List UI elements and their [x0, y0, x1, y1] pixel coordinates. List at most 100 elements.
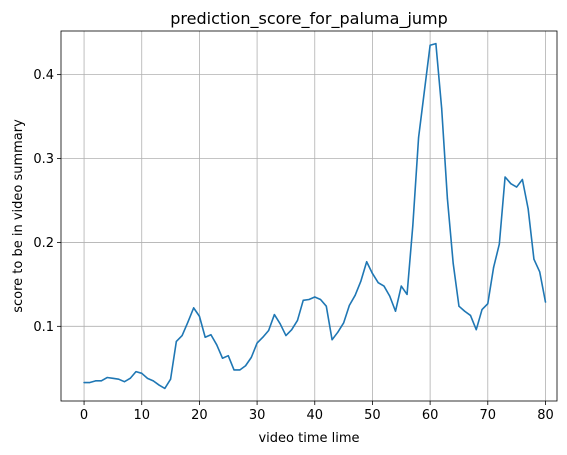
data-point — [100, 380, 102, 382]
data-point — [227, 355, 229, 357]
grid — [61, 31, 557, 401]
data-point — [325, 305, 327, 307]
data-point — [475, 329, 477, 331]
x-tick-label: 20 — [191, 408, 208, 423]
data-point — [95, 380, 97, 382]
data-point — [429, 44, 431, 46]
data-point — [469, 314, 472, 317]
y-tick-label: 0.4 — [33, 68, 54, 83]
y-axis-ticks: 0.1 0.2 0.3 0.4 — [33, 68, 61, 335]
data-point — [544, 301, 547, 303]
data-point — [354, 294, 356, 296]
y-tick-label: 0.3 — [33, 152, 54, 167]
data-point — [83, 381, 85, 384]
data-point — [446, 198, 449, 200]
data-point — [423, 90, 425, 93]
x-tick-label: 50 — [364, 408, 381, 423]
data-point — [435, 42, 437, 45]
data-point — [452, 262, 454, 264]
data-point — [337, 331, 339, 333]
data-point — [516, 186, 518, 188]
data-point — [204, 336, 206, 338]
data-point — [412, 225, 414, 227]
x-tick-label: 70 — [480, 408, 497, 423]
data-point — [279, 323, 281, 325]
data-point — [394, 310, 397, 312]
data-point — [302, 299, 304, 301]
data-point — [510, 183, 512, 185]
x-axis-label: video time lime — [258, 431, 359, 446]
data-point — [123, 381, 126, 383]
data-point — [146, 377, 149, 379]
data-point — [389, 295, 391, 297]
data-point — [464, 310, 466, 312]
data-point — [383, 285, 385, 287]
data-point — [331, 339, 333, 341]
data-point — [262, 336, 264, 338]
data-point — [366, 261, 368, 263]
y-axis-label: score to be in video summary — [11, 119, 26, 313]
data-point — [198, 315, 201, 317]
data-point — [527, 208, 529, 210]
data-point — [498, 243, 500, 245]
data-point — [181, 334, 183, 337]
data-point — [129, 377, 131, 379]
data-point — [244, 365, 247, 367]
data-point — [343, 322, 345, 324]
y-tick-label: 0.1 — [33, 320, 54, 335]
data-point — [175, 340, 177, 343]
x-tick-label: 10 — [133, 408, 150, 423]
data-point — [169, 378, 172, 380]
x-tick-label: 40 — [306, 408, 323, 423]
data-point — [273, 313, 275, 316]
data-point — [487, 303, 489, 305]
x-tick-label: 30 — [249, 408, 266, 423]
data-point — [308, 298, 310, 301]
data-point — [492, 267, 495, 269]
x-tick-label: 80 — [537, 408, 554, 423]
data-point — [296, 319, 299, 322]
data-point — [89, 381, 91, 384]
data-point — [406, 293, 408, 296]
data-point — [239, 369, 241, 371]
data-point — [441, 107, 443, 109]
data-point — [193, 307, 195, 309]
data-point — [135, 371, 137, 373]
data-point — [221, 357, 224, 359]
data-point — [533, 258, 535, 260]
data-point — [187, 321, 189, 323]
data-point — [141, 372, 143, 374]
data-point — [504, 176, 506, 178]
data-point — [458, 305, 460, 307]
data-point — [112, 377, 114, 379]
x-tick-label: 0 — [80, 408, 88, 423]
data-point — [291, 329, 293, 331]
data-point — [268, 329, 270, 332]
data-point — [319, 298, 322, 301]
series-layer — [83, 42, 547, 390]
data-point — [164, 387, 166, 390]
y-tick-label: 0.2 — [33, 236, 54, 251]
data-point — [348, 304, 350, 306]
data-point — [158, 384, 160, 386]
data-point — [118, 378, 120, 380]
data-point — [314, 296, 316, 298]
data-point — [152, 380, 154, 382]
chart-title: prediction_score_for_paluma_jump — [170, 9, 448, 29]
x-tick-label: 60 — [422, 408, 439, 423]
data-point — [285, 334, 287, 337]
data-point — [256, 342, 258, 344]
data-point — [210, 334, 212, 336]
data-point — [539, 271, 541, 273]
data-point — [481, 308, 483, 311]
x-axis-ticks: 0 10 20 30 40 50 60 70 80 — [80, 401, 554, 423]
data-point — [521, 178, 524, 181]
data-point — [106, 376, 108, 379]
data-point — [377, 282, 379, 284]
data-point — [216, 344, 218, 346]
data-point — [360, 280, 362, 282]
data-point — [371, 272, 374, 275]
plot-frame — [60, 30, 558, 402]
